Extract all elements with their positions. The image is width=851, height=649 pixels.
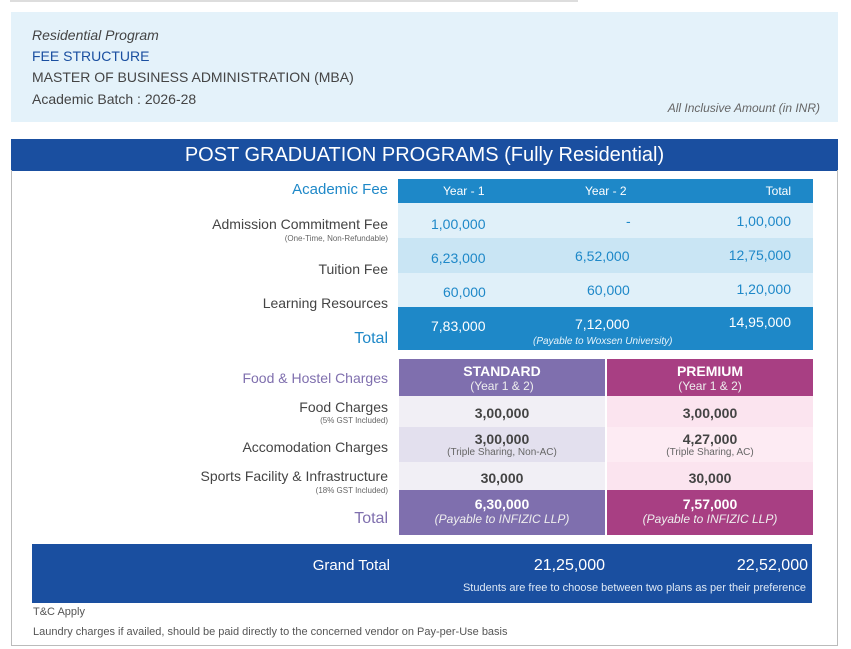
header-panel: Residential Program FEE STRUCTURE MASTER… bbox=[11, 12, 838, 122]
value: 1,20,000 bbox=[736, 281, 792, 297]
academic-header-row: Year - 1 Year - 2 Total bbox=[398, 179, 813, 203]
top-divider bbox=[10, 0, 578, 2]
payable-note: (Payable to INFIZIC LLP) bbox=[434, 512, 570, 526]
standard-header: STANDARD (Year 1 & 2) bbox=[399, 359, 605, 396]
table-cell: 3,00,000 bbox=[399, 396, 605, 427]
grand-total-bar: Grand Total 21,25,000 22,52,000 Students… bbox=[32, 544, 812, 603]
value-note: (Triple Sharing, AC) bbox=[666, 447, 754, 458]
grand-total-standard: 21,25,000 bbox=[533, 557, 605, 574]
table-cell: 4,27,000 (Triple Sharing, AC) bbox=[607, 427, 813, 462]
academic-total-row: 7,83,000 7,12,000 14,95,000 (Payable to … bbox=[398, 307, 813, 350]
value: 12,75,000 bbox=[728, 247, 791, 263]
value: 1,00,000 bbox=[431, 216, 486, 232]
value: 60,000 bbox=[587, 282, 630, 298]
row-sublabel: (One-Time, Non-Refundable) bbox=[284, 234, 388, 243]
row-label: Admission Commitment Fee bbox=[212, 216, 388, 232]
value: 30,000 bbox=[480, 470, 524, 486]
value: 1,00,000 bbox=[736, 213, 792, 229]
value: 14,95,000 bbox=[728, 314, 791, 330]
tc-note: T&C Apply bbox=[33, 606, 85, 618]
program-type: Residential Program bbox=[32, 27, 159, 43]
hostel-heading: Food & Hostel Charges bbox=[242, 370, 388, 386]
payable-note: (Payable to INFIZIC LLP) bbox=[642, 512, 778, 526]
payable-note: (Payable to Woxsen University) bbox=[533, 336, 673, 347]
amount-note: All Inclusive Amount (in INR) bbox=[667, 101, 820, 115]
value: 3,00,000 bbox=[474, 405, 530, 421]
value: 6,30,000 bbox=[474, 496, 530, 512]
grand-total-premium: 22,52,000 bbox=[736, 557, 808, 574]
value: 7,57,000 bbox=[682, 496, 738, 512]
value: 6,23,000 bbox=[431, 250, 486, 266]
value: 4,27,000 bbox=[682, 431, 738, 447]
row-label: Accomodation Charges bbox=[242, 439, 388, 455]
table-cell: 30,000 bbox=[607, 462, 813, 490]
value-note: (Triple Sharing, Non-AC) bbox=[447, 447, 557, 458]
grand-total-label: Grand Total bbox=[312, 557, 390, 574]
plan-name: STANDARD bbox=[463, 363, 541, 379]
col-year2: Year - 2 bbox=[585, 184, 627, 198]
academic-fee-heading: Academic Fee bbox=[292, 181, 388, 198]
laundry-note: Laundry charges if availed, should be pa… bbox=[33, 626, 508, 638]
plan-name: PREMIUM bbox=[676, 363, 744, 379]
row-label: Tuition Fee bbox=[318, 261, 388, 277]
fee-structure-heading: FEE STRUCTURE bbox=[32, 48, 150, 64]
premium-header: PREMIUM (Year 1 & 2) bbox=[607, 359, 813, 396]
table-cell: 3,00,000 bbox=[607, 396, 813, 427]
value: - bbox=[626, 213, 631, 229]
total-label: Total bbox=[354, 510, 388, 527]
academic-batch: Academic Batch : 2026-28 bbox=[32, 91, 197, 107]
value: 6,52,000 bbox=[575, 248, 630, 264]
row-label: Learning Resources bbox=[262, 295, 388, 311]
value: 3,00,000 bbox=[474, 431, 530, 447]
total-label: Total bbox=[354, 330, 388, 347]
premium-total: 7,57,000 (Payable to INFIZIC LLP) bbox=[607, 490, 813, 535]
plan-sub: (Year 1 & 2) bbox=[678, 379, 742, 393]
value: 60,000 bbox=[443, 284, 486, 300]
table-cell: 30,000 bbox=[399, 462, 605, 490]
col-total: Total bbox=[765, 184, 791, 198]
page-title: POST GRADUATION PROGRAMS (Fully Resident… bbox=[11, 139, 838, 171]
plan-sub: (Year 1 & 2) bbox=[470, 379, 534, 393]
table-row: 6,23,000 6,52,000 12,75,000 bbox=[398, 238, 813, 273]
row-sublabel: (5% GST Included) bbox=[320, 416, 388, 425]
row-label: Food Charges bbox=[299, 399, 388, 415]
value: 7,12,000 bbox=[575, 316, 630, 332]
row-sublabel: (18% GST Included) bbox=[315, 486, 388, 495]
degree-name: MASTER OF BUSINESS ADMINISTRATION (MBA) bbox=[32, 69, 354, 85]
standard-total: 6,30,000 (Payable to INFIZIC LLP) bbox=[399, 490, 605, 535]
value: 7,83,000 bbox=[431, 318, 486, 334]
plan-choice-note: Students are free to choose between two … bbox=[462, 582, 806, 594]
table-row: 1,00,000 - 1,00,000 bbox=[398, 203, 813, 238]
col-year1: Year - 1 bbox=[443, 184, 485, 198]
content-frame bbox=[11, 170, 838, 646]
table-row: 60,000 60,000 1,20,000 bbox=[398, 273, 813, 307]
value: 30,000 bbox=[688, 470, 732, 486]
value: 3,00,000 bbox=[682, 405, 738, 421]
row-label: Sports Facility & Infrastructure bbox=[200, 468, 388, 484]
table-cell: 3,00,000 (Triple Sharing, Non-AC) bbox=[399, 427, 605, 462]
